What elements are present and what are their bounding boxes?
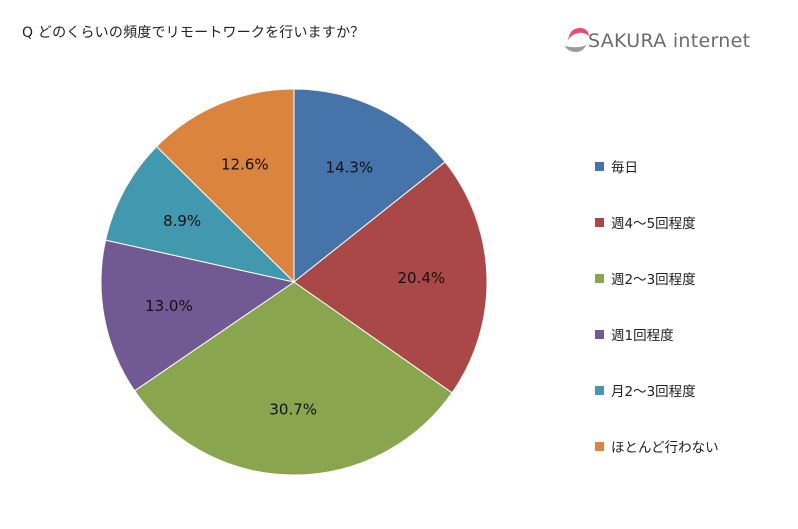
pie-slice-0 xyxy=(293,88,446,284)
pie-slice-2 xyxy=(133,281,453,476)
legend-item-5: ほとんど行わない xyxy=(595,418,719,474)
chart-title: Q どのくらいの頻度でリモートワークを行いますか？ xyxy=(22,25,365,41)
sakura-logo-icon xyxy=(565,28,589,52)
pie-data-label-0: 14.3% xyxy=(326,158,374,176)
legend-label-5: ほとんど行わない xyxy=(611,440,719,456)
legend-swatch-0 xyxy=(595,161,604,171)
legend-label-4: 月2～3回程度 xyxy=(611,384,696,400)
legend-swatch-2 xyxy=(595,273,604,283)
chart-legend: 毎日週4～5回程度 週2～3回程度 週1回程度月2～3回程度ほとんど行わない xyxy=(595,138,719,474)
legend-item-1: 週4～5回程度 xyxy=(595,194,719,250)
pie-data-label-2: 30.7% xyxy=(269,400,317,418)
sakura-logo-text: SAKURA internet xyxy=(588,30,751,52)
legend-item-3: 週1回程度 xyxy=(595,306,719,362)
legend-label-1: 週4～5回程度 xyxy=(611,216,696,232)
pie-slice-5 xyxy=(155,88,295,284)
legend-item-0: 毎日 xyxy=(595,138,719,194)
pie-slice-4 xyxy=(104,145,296,283)
pie-slice-3 xyxy=(100,239,296,392)
pie-data-label-3: 13.0% xyxy=(145,297,193,315)
legend-swatch-3 xyxy=(595,329,604,339)
sakura-logo: SAKURA internet xyxy=(562,18,782,62)
pie-data-label-4: 8.9% xyxy=(163,212,201,230)
legend-label-2: 週2～3回程度 xyxy=(611,272,696,288)
legend-swatch-1 xyxy=(595,217,604,227)
legend-swatch-5 xyxy=(595,441,604,451)
legend-swatch-4 xyxy=(595,385,604,395)
pie-data-label-1: 20.4% xyxy=(397,269,445,287)
pie-data-label-5: 12.6% xyxy=(221,155,269,173)
legend-item-4: 月2～3回程度 xyxy=(595,362,719,418)
legend-item-2: 週2～3回程度 xyxy=(595,250,719,306)
legend-label-0: 毎日 xyxy=(611,160,638,176)
legend-label-3: 週1回程度 xyxy=(611,328,674,344)
pie-slice-1 xyxy=(293,161,488,394)
